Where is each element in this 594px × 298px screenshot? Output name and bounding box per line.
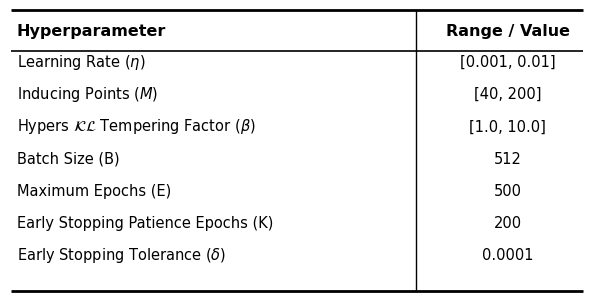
Text: [40, 200]: [40, 200] <box>474 87 542 102</box>
Text: Inducing Points ($M$): Inducing Points ($M$) <box>17 85 158 104</box>
Text: 200: 200 <box>494 216 522 231</box>
Text: [0.001, 0.01]: [0.001, 0.01] <box>460 55 555 70</box>
Text: 512: 512 <box>494 152 522 167</box>
Text: Maximum Epochs (E): Maximum Epochs (E) <box>17 184 171 199</box>
Text: Early Stopping Patience Epochs (K): Early Stopping Patience Epochs (K) <box>17 216 273 231</box>
Text: Hypers $\mathcal{KL}$ Tempering Factor ($\beta$): Hypers $\mathcal{KL}$ Tempering Factor (… <box>17 117 255 136</box>
Text: Learning Rate ($\eta$): Learning Rate ($\eta$) <box>17 53 145 72</box>
Text: Batch Size (B): Batch Size (B) <box>17 152 119 167</box>
Text: Early Stopping Tolerance ($\delta$): Early Stopping Tolerance ($\delta$) <box>17 246 226 265</box>
Text: 0.0001: 0.0001 <box>482 248 533 263</box>
Text: Hyperparameter: Hyperparameter <box>17 24 166 39</box>
Text: [1.0, 10.0]: [1.0, 10.0] <box>469 119 546 134</box>
Text: Range / Value: Range / Value <box>446 24 570 39</box>
Text: 500: 500 <box>494 184 522 199</box>
